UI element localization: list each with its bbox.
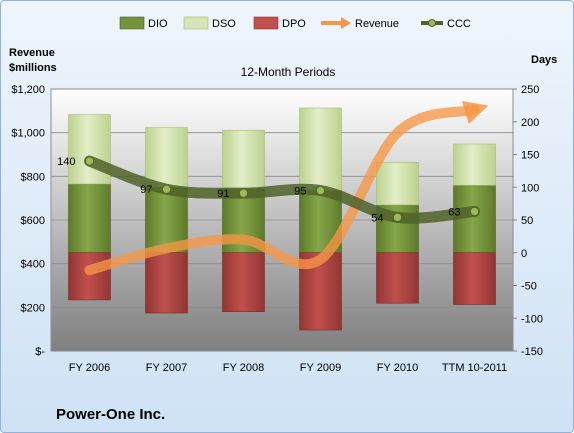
right-tick-label: -100 (521, 313, 543, 325)
right-tick-label: 100 (521, 182, 539, 194)
bar-dpo (222, 252, 265, 313)
ccc-data-labels: 140 97 91 95 54 63 (57, 156, 460, 224)
x-tick-label: FY 2008 (223, 362, 264, 374)
legend-swatch-dio (119, 16, 145, 30)
right-tick-label: 0 (521, 248, 527, 260)
line-revenue (84, 100, 489, 276)
left-tick-label: $- (35, 346, 45, 358)
left-tick-label: $400 (21, 259, 45, 271)
ccc-point (392, 212, 403, 223)
bar-dso (145, 127, 188, 188)
right-tick-label: 200 (521, 117, 539, 129)
ccc-data-label: 91 (217, 188, 229, 200)
ccc-data-label: 97 (140, 184, 152, 196)
right-tick-label: -150 (521, 346, 543, 358)
bar-dso (453, 143, 496, 186)
left-axis-ticks: $- $200 $400 $600 $800 $1,000 $1,200 (11, 84, 45, 358)
legend-label-dso: DSO (212, 18, 236, 30)
bar-dio (68, 183, 111, 254)
bar-dpo (376, 252, 419, 304)
right-tick-label: 50 (521, 215, 533, 227)
ccc-point (315, 185, 326, 196)
legend-label-revenue: Revenue (355, 18, 399, 30)
right-axis-title: Days (531, 54, 557, 66)
x-tick-label: FY 2007 (146, 362, 187, 374)
right-tick-label: 250 (521, 84, 539, 96)
legend-arrow-icon (341, 17, 351, 29)
left-tick-label: $600 (21, 215, 45, 227)
left-tick-label: $800 (21, 171, 45, 183)
left-axis-title-line1: Revenue (9, 47, 55, 59)
left-axis-title-line2: $millions (9, 62, 57, 74)
ccc-data-label: 95 (294, 186, 306, 198)
x-tick-label: FY 2006 (69, 362, 110, 374)
right-tick-label: 150 (521, 150, 539, 162)
bar-dio (453, 184, 496, 254)
company-name: Power-One Inc. (56, 406, 165, 423)
ccc-point (469, 206, 480, 217)
right-tick-label: -50 (521, 281, 537, 293)
bar-dpo (145, 252, 188, 314)
bar-dso (222, 129, 265, 189)
legend-swatch-dpo (253, 16, 279, 30)
legend: DIO DSO DPO Revenue CCC (119, 16, 471, 30)
legend-marker-ccc (428, 19, 436, 27)
left-tick-label: $200 (21, 302, 45, 314)
ccc-data-label: 140 (57, 156, 75, 168)
ccc-data-label: 63 (448, 206, 460, 218)
ccc-point (238, 188, 249, 198)
legend-swatch-dso (183, 16, 209, 30)
bar-series (68, 107, 496, 331)
x-tick-label: FY 2009 (300, 362, 341, 374)
ccc-point (161, 184, 172, 194)
x-axis-ticks: FY 2006 FY 2007 FY 2008 FY 2009 FY 2010 TTM 1… (69, 362, 507, 374)
bar-dso (299, 107, 342, 191)
bar-dpo (453, 252, 496, 305)
x-tick-label: TTM 10-2011 (442, 362, 507, 374)
line-series (84, 100, 489, 276)
right-axis-ticks: -150 -100 -50 0 50 100 150 200 250 (513, 84, 543, 358)
bar-dso (376, 162, 419, 206)
x-tick-label: FY 2010 (377, 362, 418, 374)
legend-label-ccc: CCC (447, 18, 471, 30)
ccc-point (84, 156, 95, 166)
legend-label-dpo: DPO (282, 18, 306, 30)
legend-label-dio: DIO (148, 18, 168, 30)
bar-dpo (68, 252, 111, 301)
chart-title: 12-Month Periods (241, 65, 336, 79)
bar-dso (68, 114, 111, 185)
left-tick-label: $1,200 (11, 84, 45, 96)
ccc-data-label: 54 (371, 212, 383, 224)
left-tick-label: $1,000 (11, 128, 45, 140)
